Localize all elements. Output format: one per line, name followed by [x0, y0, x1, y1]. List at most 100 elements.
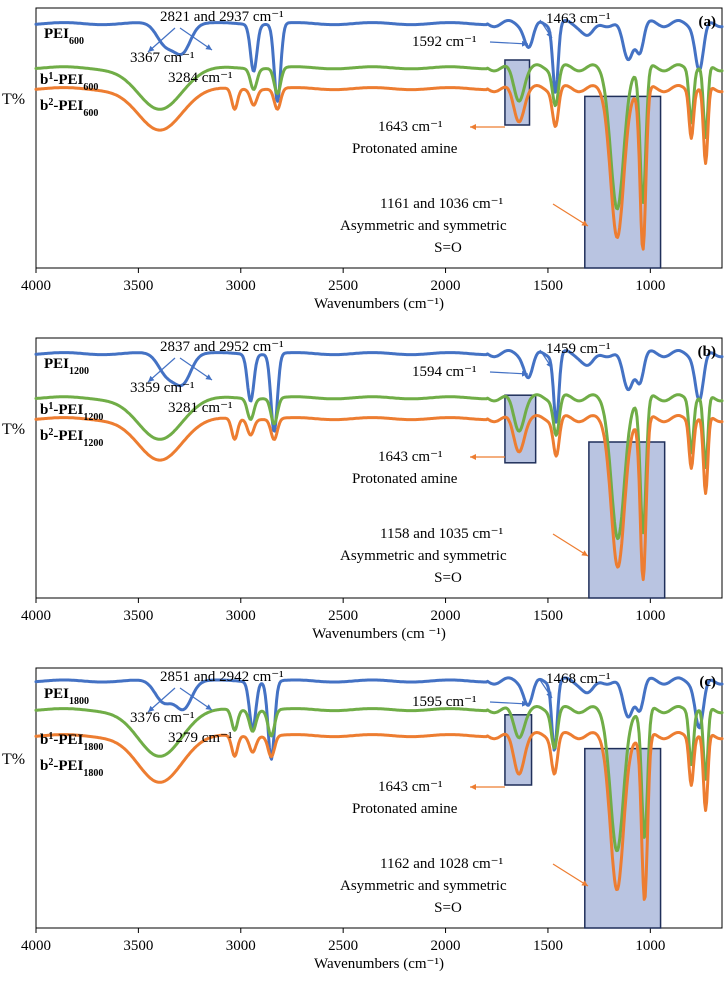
annotation-arrow — [489, 40, 529, 47]
series-label-2: b1-PEI1200 — [40, 401, 103, 423]
x-tick-label: 2500 — [328, 938, 358, 954]
annotation-6: 1643 cm⁻¹ — [378, 119, 443, 135]
x-tick-label: 2000 — [431, 938, 461, 954]
x-tick-label: 2000 — [431, 278, 461, 294]
annotation-arrow — [179, 357, 213, 381]
annotation-7: Protonated amine — [352, 471, 458, 487]
annotation-9: Asymmetric and symmetric — [340, 218, 507, 234]
annotation-arrow — [552, 863, 589, 887]
x-tick-label: 3000 — [226, 608, 256, 624]
plot-frame — [35, 337, 723, 599]
ftir-panel-3: 4000 3500 3000 2500 2000 1500 1000 Wavenumbers … — [2, 667, 724, 972]
series-line-2 — [34, 705, 724, 853]
annotation-1: 2821 and 2937 cm⁻¹ — [160, 9, 284, 25]
x-tick-label: 1000 — [635, 938, 665, 954]
annotation-arrow — [179, 27, 213, 51]
series-line-3 — [34, 84, 724, 251]
annotation-4: 1463 cm⁻¹ — [546, 11, 611, 27]
series-label-2: b1-PEI1800 — [40, 731, 103, 753]
series-line-3 — [34, 731, 724, 901]
annotation-8: 1161 and 1036 cm⁻¹ — [380, 196, 503, 212]
x-tick-label: 2000 — [431, 608, 461, 624]
x-tick-label: 1500 — [533, 278, 563, 294]
annotation-arrow — [539, 19, 553, 39]
annotation-1: 2837 and 2952 cm⁻¹ — [160, 339, 284, 355]
panel-tag: (a) — [699, 14, 717, 30]
series-label-3: b2-PEI1200 — [40, 427, 103, 449]
x-tick-label: 1000 — [635, 278, 665, 294]
annotation-arrow — [539, 349, 553, 369]
annotation-9: Asymmetric and symmetric — [340, 878, 507, 894]
annotation-7: Protonated amine — [352, 141, 458, 157]
panel-tag: (b) — [698, 344, 716, 360]
annotation-3: 3281 cm⁻¹ — [168, 400, 233, 416]
annotation-10: S=O — [434, 570, 462, 586]
annotation-arrow — [552, 203, 589, 227]
annotation-9: Asymmetric and symmetric — [340, 548, 507, 564]
annotation-6: 1643 cm⁻¹ — [378, 779, 443, 795]
annotation-5: 1592 cm⁻¹ — [412, 34, 477, 50]
annotation-5: 1594 cm⁻¹ — [412, 364, 477, 380]
x-tick-label: 2500 — [328, 608, 358, 624]
x-tick-label: 3500 — [123, 278, 153, 294]
x-tick-label: 1000 — [635, 608, 665, 624]
annotation-10: S=O — [434, 900, 462, 916]
annotation-arrow — [147, 357, 176, 383]
annotation-4: 1468 cm⁻¹ — [546, 671, 611, 687]
x-axis-label: Wavenumbers (cm⁻¹) — [314, 956, 444, 972]
x-tick-label: 3500 — [123, 608, 153, 624]
annotation-arrow — [552, 533, 589, 557]
ftir-panel-1: 4000 3500 3000 2500 2000 1500 1000 Wavenumbers … — [2, 7, 724, 312]
x-axis-label: Wavenumbers (cm ⁻¹) — [312, 626, 446, 642]
y-axis-label: T% — [2, 751, 25, 768]
series-label-3: b2-PEI600 — [40, 97, 98, 119]
annotation-arrow — [539, 679, 553, 699]
panel-tag: (c) — [699, 674, 716, 690]
x-tick-label: 4000 — [21, 608, 51, 624]
series-label-1: PEI1800 — [44, 686, 89, 707]
plot-frame — [35, 7, 723, 269]
x-axis-label: Wavenumbers (cm⁻¹) — [314, 296, 444, 312]
annotation-2: 3367 cm⁻¹ — [130, 50, 195, 66]
x-tick-label: 4000 — [21, 938, 51, 954]
x-tick-label: 1500 — [533, 608, 563, 624]
x-tick-label: 4000 — [21, 278, 51, 294]
annotation-6: 1643 cm⁻¹ — [378, 449, 443, 465]
y-axis-label: T% — [2, 421, 25, 438]
plot-frame — [35, 667, 723, 929]
annotation-2: 3359 cm⁻¹ — [130, 380, 195, 396]
x-tick-label: 2500 — [328, 278, 358, 294]
annotation-1: 2851 and 2942 cm⁻¹ — [160, 669, 284, 685]
x-tick-label: 3000 — [226, 938, 256, 954]
annotation-3: 3284 cm⁻¹ — [168, 70, 233, 86]
annotation-3: 3279 cm⁻¹ — [168, 730, 233, 746]
series-line-1 — [34, 19, 724, 103]
annotation-arrow — [489, 700, 529, 707]
series-line-3 — [34, 414, 724, 582]
annotation-8: 1158 and 1035 cm⁻¹ — [380, 526, 503, 542]
annotation-7: Protonated amine — [352, 801, 458, 817]
annotation-arrow — [147, 687, 176, 713]
y-axis-label: T% — [2, 91, 25, 108]
annotation-arrow — [147, 27, 176, 53]
series-label-2: b1-PEI600 — [40, 71, 98, 93]
x-tick-label: 3000 — [226, 278, 256, 294]
x-tick-label: 3500 — [123, 938, 153, 954]
series-line-1 — [34, 676, 724, 761]
series-line-1 — [34, 349, 724, 433]
ftir-panel-2: 4000 3500 3000 2500 2000 1500 1000 Wavenumbers … — [2, 337, 724, 642]
series-label-3: b2-PEI1800 — [40, 757, 103, 779]
annotation-5: 1595 cm⁻¹ — [412, 694, 477, 710]
x-tick-label: 1500 — [533, 938, 563, 954]
series-line-2 — [34, 393, 724, 541]
series-label-1: PEI600 — [44, 26, 84, 47]
annotation-arrow — [489, 370, 529, 377]
annotation-4: 1459 cm⁻¹ — [546, 341, 611, 357]
annotation-2: 3376 cm⁻¹ — [130, 710, 195, 726]
series-label-1: PEI1200 — [44, 356, 89, 377]
annotation-8: 1162 and 1028 cm⁻¹ — [380, 856, 503, 872]
annotation-arrow — [179, 687, 213, 711]
series-line-2 — [34, 63, 724, 211]
annotation-10: S=O — [434, 240, 462, 256]
